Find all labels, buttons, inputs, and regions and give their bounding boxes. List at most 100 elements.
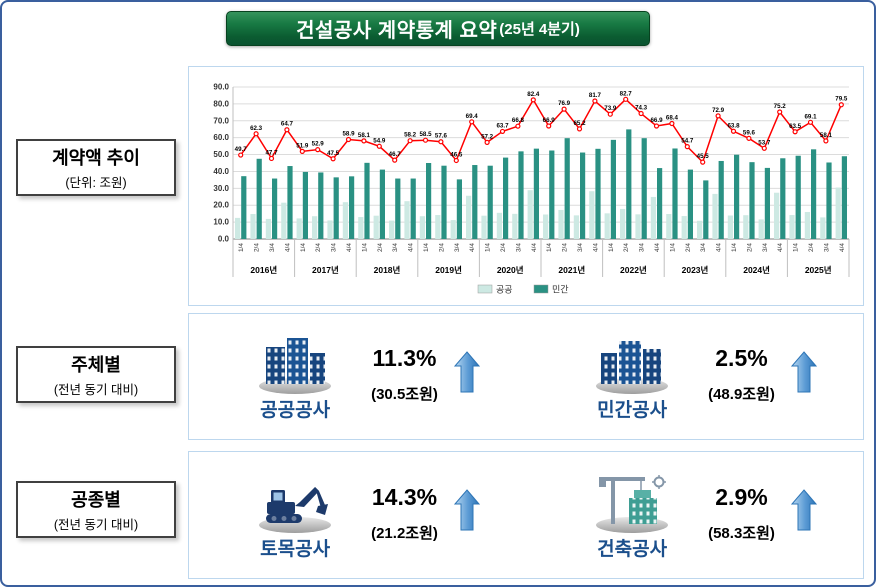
label-by-worktype: 공종별 (전년 동기 대비) — [16, 481, 176, 538]
svg-text:47.5: 47.5 — [327, 150, 340, 157]
civil-works-stat: 토목공사 14.3% (21.2조원) — [189, 452, 526, 578]
building-works-label: 건축공사 — [597, 538, 668, 560]
civil-works-label: 토목공사 — [260, 538, 331, 560]
svg-text:72.9: 72.9 — [712, 107, 725, 114]
svg-text:3/4: 3/4 — [331, 243, 338, 252]
svg-text:60.0: 60.0 — [213, 133, 229, 142]
page-title: 건설공사 계약통계 요약 (25년 4분기) — [226, 11, 650, 46]
private-works-icon-block: 민간공사 — [572, 331, 692, 422]
svg-text:74.3: 74.3 — [635, 105, 648, 112]
public-works-numbers: 11.3% (30.5조원) — [371, 345, 438, 404]
worktype-panel: 토목공사 14.3% (21.2조원) — [188, 451, 864, 579]
svg-text:3/4: 3/4 — [762, 243, 769, 252]
svg-text:80.0: 80.0 — [213, 99, 229, 108]
svg-text:46.7: 46.7 — [389, 151, 402, 158]
svg-text:40.0: 40.0 — [213, 167, 229, 176]
svg-text:51.9: 51.9 — [296, 142, 309, 149]
private-works-amount: (48.9조원) — [708, 386, 775, 403]
label-by-worktype-basis: (전년 동기 대비) — [53, 518, 139, 532]
svg-text:2024년: 2024년 — [743, 265, 770, 275]
svg-text:2020년: 2020년 — [497, 265, 524, 275]
svg-text:68.4: 68.4 — [666, 114, 679, 121]
svg-text:47.7: 47.7 — [265, 149, 278, 156]
svg-text:1/4: 1/4 — [793, 243, 800, 252]
page-title-sub: (25년 4분기) — [499, 21, 580, 38]
svg-text:4/4: 4/4 — [346, 243, 353, 252]
civil-works-percent: 14.3% — [371, 483, 438, 510]
svg-text:54.9: 54.9 — [373, 137, 386, 144]
label-by-subject: 주체별 (전년 동기 대비) — [16, 346, 176, 403]
private-works-numbers: 2.5% (48.9조원) — [708, 345, 775, 404]
svg-text:82.4: 82.4 — [527, 91, 540, 98]
svg-text:63.7: 63.7 — [496, 122, 509, 129]
svg-text:90.0: 90.0 — [213, 83, 229, 92]
private-works-label: 민간공사 — [597, 400, 668, 421]
svg-text:4/4: 4/4 — [531, 243, 538, 252]
svg-text:20.0: 20.0 — [213, 201, 229, 210]
svg-text:2025년: 2025년 — [805, 265, 832, 275]
up-arrow-icon — [790, 350, 817, 392]
svg-text:79.5: 79.5 — [835, 96, 848, 103]
svg-text:76.9: 76.9 — [558, 100, 571, 107]
building-works-amount: (58.3조원) — [708, 524, 775, 542]
label-contract-trend-title: 계약액 추이 — [52, 148, 140, 168]
svg-text:50.0: 50.0 — [213, 150, 229, 159]
excavator-icon — [259, 486, 332, 533]
svg-text:1/4: 1/4 — [361, 243, 368, 252]
svg-text:4/4: 4/4 — [284, 243, 291, 252]
chart-panel: 0.0 10.0 20.0 30.0 40.0 50.0 60.0 70.0 80.0 90.0 4… — [188, 66, 864, 306]
svg-text:3/4: 3/4 — [269, 243, 276, 252]
svg-text:69.1: 69.1 — [804, 113, 817, 120]
svg-text:57.2: 57.2 — [481, 133, 494, 140]
svg-text:2017년: 2017년 — [312, 265, 339, 275]
svg-text:46.5: 46.5 — [450, 151, 463, 158]
svg-text:공공: 공공 — [496, 285, 513, 295]
public-works-stat: 공공공사 11.3% (30.5조원) — [189, 314, 526, 439]
svg-text:2/4: 2/4 — [685, 243, 692, 252]
svg-text:4/4: 4/4 — [408, 243, 415, 252]
svg-text:64.7: 64.7 — [281, 121, 294, 128]
svg-text:75.2: 75.2 — [774, 103, 787, 110]
private-works-stat: 민간공사 2.5% (48.9조원) — [526, 314, 863, 439]
svg-text:58.1: 58.1 — [820, 132, 833, 139]
svg-text:70.0: 70.0 — [213, 116, 229, 125]
svg-text:2016년: 2016년 — [250, 265, 277, 275]
public-buildings-icon — [259, 338, 332, 394]
svg-text:2019년: 2019년 — [435, 265, 462, 275]
svg-text:2/4: 2/4 — [377, 243, 384, 252]
svg-text:4/4: 4/4 — [592, 243, 599, 252]
private-buildings-icon — [596, 341, 669, 394]
svg-text:2/4: 2/4 — [623, 243, 630, 252]
svg-text:66.9: 66.9 — [543, 117, 556, 124]
svg-text:3/4: 3/4 — [454, 243, 461, 252]
svg-text:57.6: 57.6 — [435, 133, 448, 140]
building-works-numbers: 2.9% (58.3조원) — [708, 484, 775, 543]
svg-text:58.9: 58.9 — [342, 131, 355, 138]
svg-text:82.7: 82.7 — [620, 90, 633, 97]
svg-text:1/4: 1/4 — [300, 243, 307, 252]
up-arrow-icon — [790, 489, 817, 531]
svg-text:66.8: 66.8 — [512, 117, 525, 124]
page-title-main: 건설공사 계약통계 요약 — [296, 20, 498, 42]
label-by-worktype-title: 공종별 — [71, 490, 121, 510]
civil-works-icon-block: 토목공사 — [235, 470, 355, 561]
label-contract-trend-unit: (단위: 조원) — [65, 176, 127, 190]
svg-text:1/4: 1/4 — [423, 243, 430, 252]
label-by-subject-basis: (전년 동기 대비) — [53, 383, 139, 397]
svg-text:2/4: 2/4 — [315, 243, 322, 252]
civil-works-amount: (21.2조원) — [371, 524, 438, 542]
public-works-amount: (30.5조원) — [371, 386, 438, 403]
civil-works-numbers: 14.3% (21.2조원) — [371, 484, 438, 543]
svg-text:66.9: 66.9 — [650, 117, 663, 124]
svg-text:4/4: 4/4 — [716, 243, 723, 252]
svg-text:58.2: 58.2 — [404, 132, 417, 139]
svg-text:49.7: 49.7 — [235, 146, 248, 153]
svg-text:3/4: 3/4 — [392, 243, 399, 252]
svg-text:2018년: 2018년 — [374, 265, 401, 275]
svg-text:2022년: 2022년 — [620, 265, 647, 275]
building-works-icon-block: 건축공사 — [572, 470, 692, 561]
svg-text:3/4: 3/4 — [700, 243, 707, 252]
public-works-percent: 11.3% — [372, 345, 437, 371]
label-contract-trend: 계약액 추이 (단위: 조원) — [16, 139, 176, 196]
private-works-percent: 2.5% — [715, 345, 768, 371]
